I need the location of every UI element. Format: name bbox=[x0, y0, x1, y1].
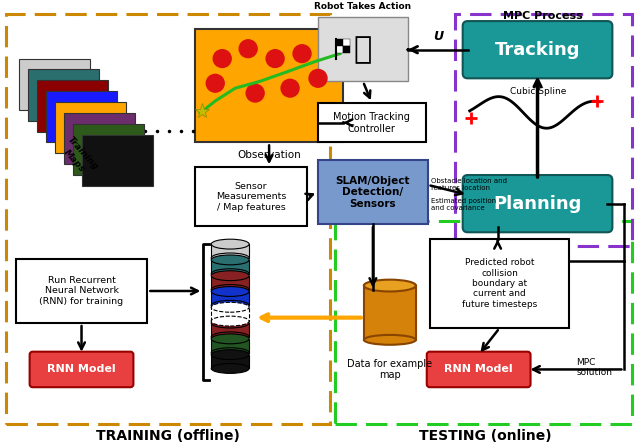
Ellipse shape bbox=[211, 332, 249, 342]
Circle shape bbox=[213, 50, 231, 68]
Circle shape bbox=[281, 79, 299, 97]
Text: Planning: Planning bbox=[493, 194, 582, 213]
FancyBboxPatch shape bbox=[318, 160, 428, 224]
Text: 🕷: 🕷 bbox=[354, 35, 372, 64]
Ellipse shape bbox=[211, 318, 249, 328]
Text: Cubic Spline: Cubic Spline bbox=[509, 87, 566, 96]
Ellipse shape bbox=[211, 350, 249, 360]
Text: SLAM/Object
Detection/
Sensors: SLAM/Object Detection/ Sensors bbox=[335, 176, 410, 209]
Bar bbox=[343, 39, 350, 46]
Ellipse shape bbox=[211, 316, 249, 326]
FancyBboxPatch shape bbox=[463, 21, 612, 78]
Text: Robot Takes Action: Robot Takes Action bbox=[314, 2, 412, 11]
Text: MPC Process: MPC Process bbox=[502, 11, 582, 21]
Text: Observation: Observation bbox=[237, 150, 301, 160]
Ellipse shape bbox=[364, 279, 416, 291]
Text: RNN Model: RNN Model bbox=[444, 364, 513, 374]
FancyBboxPatch shape bbox=[430, 239, 570, 328]
Bar bbox=[36, 80, 108, 132]
FancyBboxPatch shape bbox=[29, 352, 133, 387]
Circle shape bbox=[309, 69, 327, 87]
Text: U: U bbox=[433, 30, 443, 43]
Circle shape bbox=[206, 74, 224, 92]
FancyBboxPatch shape bbox=[463, 175, 612, 232]
Ellipse shape bbox=[364, 335, 416, 345]
Text: TRAINING (offline): TRAINING (offline) bbox=[97, 429, 240, 443]
FancyBboxPatch shape bbox=[318, 103, 426, 142]
Text: Estimated position
and covariance: Estimated position and covariance bbox=[431, 198, 496, 211]
Bar bbox=[211, 291, 249, 305]
Ellipse shape bbox=[211, 255, 249, 265]
FancyBboxPatch shape bbox=[195, 29, 343, 142]
Ellipse shape bbox=[211, 271, 249, 281]
Text: MPC
solution: MPC solution bbox=[577, 358, 612, 377]
Text: Motion Tracking
Controller: Motion Tracking Controller bbox=[333, 112, 410, 134]
Ellipse shape bbox=[211, 348, 249, 358]
Bar bbox=[211, 339, 249, 353]
Bar bbox=[54, 102, 127, 154]
Bar bbox=[211, 276, 249, 290]
Ellipse shape bbox=[211, 334, 249, 344]
Circle shape bbox=[239, 40, 257, 57]
Circle shape bbox=[293, 45, 311, 63]
Text: Training
Maps: Training Maps bbox=[58, 135, 100, 179]
Text: Predicted robot
collision
boundary at
current and
future timesteps: Predicted robot collision boundary at cu… bbox=[462, 258, 537, 309]
Ellipse shape bbox=[211, 302, 249, 312]
Bar bbox=[211, 244, 249, 258]
Circle shape bbox=[266, 50, 284, 68]
Bar bbox=[336, 46, 343, 53]
Bar bbox=[81, 134, 154, 186]
Text: TESTING (online): TESTING (online) bbox=[419, 429, 552, 443]
FancyBboxPatch shape bbox=[427, 352, 531, 387]
Ellipse shape bbox=[211, 364, 249, 373]
FancyBboxPatch shape bbox=[195, 167, 307, 227]
Text: Tracking: Tracking bbox=[495, 40, 580, 59]
Bar bbox=[336, 39, 343, 46]
Ellipse shape bbox=[211, 239, 249, 249]
Text: Sensor
Measurements
/ Map features: Sensor Measurements / Map features bbox=[216, 182, 286, 212]
Text: Run Recurrent
Neural Network
(RNN) for training: Run Recurrent Neural Network (RNN) for t… bbox=[40, 276, 124, 306]
Text: Data for example
map: Data for example map bbox=[348, 359, 433, 380]
Bar bbox=[318, 17, 408, 81]
Bar bbox=[211, 307, 249, 321]
Bar bbox=[364, 286, 416, 340]
Ellipse shape bbox=[364, 281, 416, 291]
Bar bbox=[63, 113, 136, 164]
Ellipse shape bbox=[211, 285, 249, 295]
Ellipse shape bbox=[211, 269, 249, 279]
Text: RNN Model: RNN Model bbox=[47, 364, 116, 374]
Ellipse shape bbox=[211, 253, 249, 263]
Ellipse shape bbox=[211, 300, 249, 310]
Bar bbox=[45, 91, 118, 142]
Bar bbox=[72, 124, 145, 175]
FancyBboxPatch shape bbox=[15, 259, 147, 323]
Bar bbox=[211, 260, 249, 274]
Bar bbox=[343, 46, 350, 53]
Circle shape bbox=[246, 84, 264, 102]
Ellipse shape bbox=[211, 287, 249, 296]
Bar bbox=[19, 59, 90, 110]
Bar bbox=[28, 69, 99, 121]
Text: Obstacle location and
features location: Obstacle location and features location bbox=[431, 178, 507, 191]
Bar bbox=[211, 355, 249, 368]
Bar bbox=[211, 323, 249, 337]
